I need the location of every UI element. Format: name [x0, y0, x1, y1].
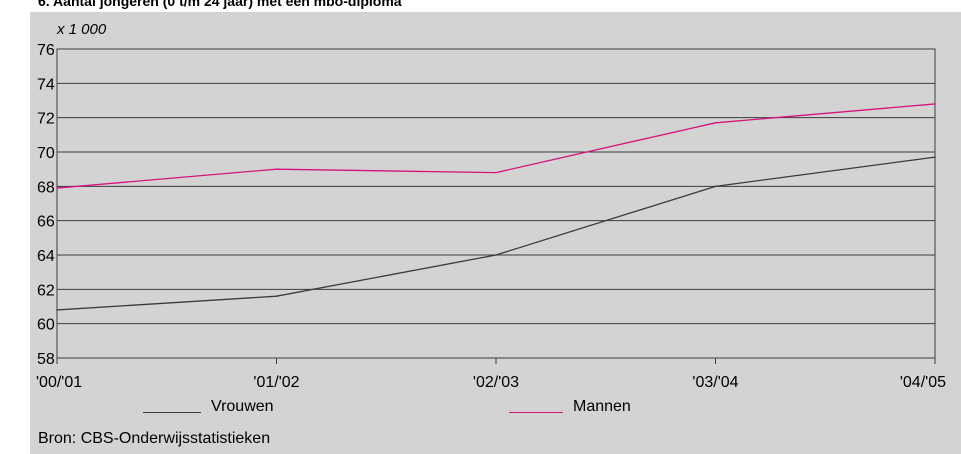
x-tick-label: '02/'03 — [473, 374, 519, 391]
y-tick-label: 64 — [37, 248, 55, 265]
x-tick-label: '04/'05 — [900, 374, 946, 391]
data-point-vrouwen — [495, 254, 497, 256]
data-point-mannen — [495, 171, 497, 174]
y-tick-label: 76 — [37, 42, 55, 59]
source-note: Bron: CBS-Onderwijsstatistieken — [38, 430, 271, 447]
data-point-vrouwen — [714, 185, 717, 188]
data-point-mannen — [934, 103, 936, 105]
legend-swatch-mannen — [509, 412, 563, 413]
y-tick-label: 60 — [37, 317, 55, 334]
y-tick-label: 74 — [37, 76, 55, 93]
data-point-vrouwen — [275, 295, 278, 298]
legend-label-mannen: Mannen — [573, 398, 631, 415]
legend-label-vrouwen: Vrouwen — [211, 398, 274, 415]
data-point-vrouwen — [934, 156, 936, 158]
chart-title: 6. Aantal jongeren (0 t/m 24 jaar) met e… — [38, 0, 402, 9]
x-tick-label: '01/'02 — [253, 374, 299, 391]
y-tick-label: 66 — [37, 214, 55, 231]
y-tick-label: 72 — [37, 111, 55, 128]
data-point-mannen — [275, 168, 278, 170]
x-tick-label: '03/'04 — [692, 374, 738, 391]
legend-swatch-vrouwen — [143, 412, 201, 413]
series-line-mannen — [56, 103, 936, 189]
y-unit-label: x 1 000 — [56, 21, 107, 38]
x-tick-label: '00/'01 — [36, 374, 82, 391]
data-point-mannen — [56, 187, 58, 189]
data-point-mannen — [714, 122, 717, 124]
y-tick-label: 70 — [37, 145, 55, 162]
plot-area — [56, 48, 936, 359]
y-tick-label: 58 — [37, 351, 55, 368]
y-tick-label: 62 — [37, 282, 55, 299]
y-tick-label: 68 — [37, 179, 55, 196]
series-line-vrouwen — [56, 156, 936, 311]
data-point-vrouwen — [56, 309, 58, 311]
chart-panel — [30, 12, 961, 454]
